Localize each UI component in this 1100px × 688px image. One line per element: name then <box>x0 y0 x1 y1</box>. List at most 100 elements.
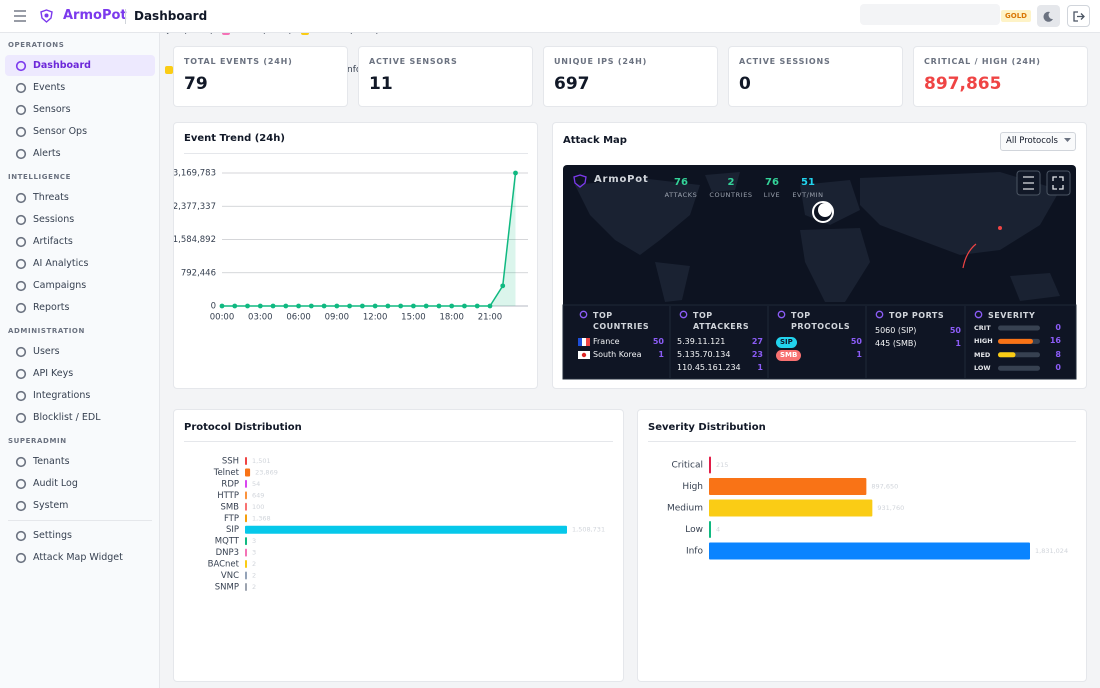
icon-shape <box>15 214 27 226</box>
nav-item[interactable]: Attack Map Widget <box>33 552 123 563</box>
map-fullscreen-button[interactable] <box>1046 170 1071 196</box>
nav-icon <box>15 60 27 72</box>
panel-title: TOP PORTS <box>889 311 945 320</box>
bar-value-label: 2 <box>252 583 256 591</box>
x-tick-label: 12:00 <box>363 313 388 323</box>
x-tick-label: 03:00 <box>248 313 273 323</box>
map-stat-label: LIVE <box>763 191 781 199</box>
bar-value-label: 649 <box>252 491 264 499</box>
severity-name: LOW <box>974 364 991 373</box>
icon-shape <box>15 346 27 358</box>
nav-item[interactable]: AI Analytics <box>33 258 89 269</box>
protocol-badge: SIP <box>776 336 797 348</box>
nav-item[interactable]: Alerts <box>33 148 61 159</box>
nav-item[interactable]: Campaigns <box>33 280 87 291</box>
icon-shape <box>15 126 27 138</box>
nav-icon <box>15 478 27 490</box>
menu-button[interactable] <box>13 10 27 22</box>
bar <box>245 560 247 569</box>
bar <box>709 542 1030 560</box>
severity-value: 0 <box>1055 363 1061 373</box>
card-title: Attack Map <box>563 135 627 146</box>
nav-divider <box>8 520 152 521</box>
nav-item[interactable]: Sessions <box>33 214 75 225</box>
stat-value: 11 <box>369 74 393 94</box>
bar <box>245 457 247 465</box>
stat-value: 697 <box>554 74 590 94</box>
row-name: South Korea <box>593 350 642 359</box>
nav-item[interactable]: Blocklist / EDL <box>33 412 101 423</box>
stat-card <box>913 46 1088 107</box>
nav-item[interactable]: Users <box>33 346 60 357</box>
event-trend-chart: 0 792,446 1,584,892 2,377,337 3,169,783 00:00… <box>174 169 528 323</box>
legend-swatch <box>165 66 174 74</box>
shield <box>40 9 53 23</box>
bar <box>245 479 247 488</box>
moon-icon <box>1043 11 1053 22</box>
nav-icon <box>15 148 27 160</box>
row-value: 1 <box>658 350 664 359</box>
bar-label: SNMP <box>215 582 239 592</box>
severity-name: CRIT <box>974 324 991 332</box>
card-title: Severity Distribution <box>648 422 766 433</box>
bar-value-label: 54 <box>252 480 260 488</box>
nav-section-title: INTELLIGENCE <box>8 173 72 181</box>
icon-shape <box>15 530 27 542</box>
stat-card <box>543 46 718 107</box>
severity-name: MED <box>974 350 991 359</box>
icon-shape <box>974 310 983 319</box>
icon-shape <box>15 60 27 72</box>
trend-point <box>283 303 289 309</box>
trend-point <box>334 303 340 309</box>
nav-item[interactable]: Events <box>33 82 66 93</box>
nav-item[interactable]: System <box>33 500 69 511</box>
nav-icon <box>15 412 27 424</box>
nav-item[interactable]: Sensor Ops <box>33 126 88 137</box>
trend-point <box>500 283 506 289</box>
search-box[interactable] <box>860 4 1000 25</box>
bar-label: SMB <box>220 502 239 512</box>
nav-item[interactable]: Settings <box>33 530 72 541</box>
active-highlight <box>5 55 155 76</box>
nav-item[interactable]: Integrations <box>33 390 91 401</box>
flag-stripe <box>586 338 590 346</box>
nav-item[interactable]: Sensors <box>33 104 71 115</box>
icon-shape <box>875 310 884 319</box>
row-name: 445 (SMB) <box>875 339 917 348</box>
nav-item[interactable]: Dashboard <box>33 60 91 71</box>
brand-logo <box>40 9 53 23</box>
nav-icon <box>15 104 27 116</box>
icon-shape <box>15 192 27 204</box>
severity-name: HIGH <box>974 337 993 346</box>
nav-item[interactable]: Reports <box>33 302 70 313</box>
bar-value-label: 4 <box>716 526 720 534</box>
bar-value-label: 2 <box>252 560 256 568</box>
nav-item[interactable]: Tenants <box>33 456 70 467</box>
trend-point <box>219 303 225 309</box>
trend-point <box>245 303 250 309</box>
nav-item[interactable]: Threats <box>33 192 69 203</box>
panel-icon <box>974 310 983 319</box>
fullscreen-icon <box>1052 176 1064 190</box>
bar <box>245 514 247 523</box>
row-name: 110.45.161.234 <box>677 363 741 372</box>
nav-icon <box>15 258 27 270</box>
card-title: Protocol Distribution <box>184 422 302 433</box>
panel-title: TOP COUNTRIES <box>593 311 650 331</box>
stat-label: ACTIVE SENSORS <box>369 57 458 66</box>
y-tick-label: 792,446 <box>181 268 216 278</box>
nav-icon <box>15 552 27 564</box>
logout-icon <box>1073 11 1085 22</box>
row-name: 5.39.11.121 <box>677 337 726 346</box>
bar-label: Telnet <box>213 468 240 478</box>
bar-value-label: 23,869 <box>255 468 278 476</box>
icon-shape <box>15 500 27 512</box>
flag <box>578 351 590 359</box>
severity-track <box>998 325 1040 331</box>
nav-item[interactable]: Audit Log <box>33 478 78 489</box>
nav-item[interactable]: API Keys <box>33 368 74 379</box>
protocol-filter[interactable] <box>1000 132 1076 151</box>
nav-item[interactable]: Artifacts <box>33 236 73 247</box>
